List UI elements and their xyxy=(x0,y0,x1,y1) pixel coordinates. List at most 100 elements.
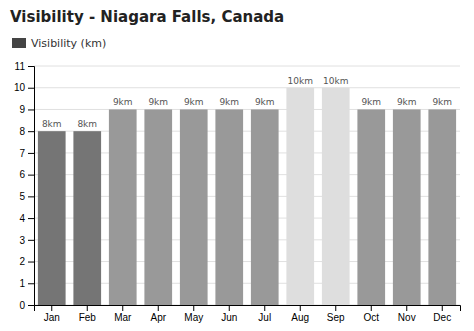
tick-label: Nov xyxy=(398,312,416,323)
legend-item: Visibility (km) xyxy=(12,37,106,50)
bar xyxy=(251,109,279,305)
tick: 8 xyxy=(19,126,34,137)
tick-mark xyxy=(442,305,443,311)
tick-mark xyxy=(28,131,34,132)
tick-label: Jan xyxy=(44,312,60,323)
tick-mark xyxy=(28,262,34,263)
data-label: 9km xyxy=(219,97,239,107)
bar xyxy=(38,131,66,305)
bar xyxy=(357,109,385,305)
tick-label: 10 xyxy=(14,82,26,93)
bars xyxy=(38,88,456,305)
tick-label: 5 xyxy=(19,191,25,202)
tick-mark xyxy=(335,305,336,311)
data-label: 8km xyxy=(77,119,97,129)
bar xyxy=(180,109,208,305)
data-label: 10km xyxy=(288,76,313,86)
tick-mark xyxy=(371,305,372,311)
data-label: 9km xyxy=(361,97,381,107)
tick-mark xyxy=(28,153,34,154)
tick-mark xyxy=(28,66,34,67)
tick-mark xyxy=(28,305,34,306)
data-label: 9km xyxy=(148,97,168,107)
grid-line xyxy=(34,87,460,88)
tick-mark xyxy=(264,305,265,311)
tick-mark xyxy=(28,109,34,110)
tick-mark xyxy=(87,305,88,311)
data-label: 9km xyxy=(432,97,452,107)
tick: 7 xyxy=(19,148,34,159)
tick-label: 6 xyxy=(19,169,25,180)
bar xyxy=(109,109,137,305)
tick: 9 xyxy=(19,104,34,115)
tick-label: 2 xyxy=(19,256,25,267)
tick-label: 11 xyxy=(15,61,26,72)
axis-line xyxy=(28,67,35,306)
tick: Feb xyxy=(79,305,97,323)
tick: 2 xyxy=(19,256,34,267)
tick-label: Oct xyxy=(363,312,379,323)
tick-mark xyxy=(122,305,123,311)
tick-mark xyxy=(51,305,52,311)
tick-mark xyxy=(28,218,34,219)
tick: Sep xyxy=(327,305,345,323)
data-label: 9km xyxy=(397,97,417,107)
title: Visibility - Niagara Falls, Canada xyxy=(10,8,284,26)
tick-label: Sep xyxy=(327,312,345,323)
data-labels: 8km8km9km9km9km9km9km10km10km9km9km9km xyxy=(42,76,452,129)
tick-label: Apr xyxy=(150,312,166,323)
tick-label: 9 xyxy=(19,104,25,115)
tick-label: 7 xyxy=(19,148,25,159)
tick: 10 xyxy=(14,82,34,93)
tick-mark xyxy=(300,305,301,311)
x-axis: Jan Feb Mar Apr May Jun Jul Aug Sep Oct Nov Dec xyxy=(35,305,461,323)
bar xyxy=(286,88,314,305)
tick-mark xyxy=(158,305,159,311)
tick-mark xyxy=(28,175,34,176)
tick: 0 xyxy=(19,300,34,311)
tick: 4 xyxy=(19,213,34,224)
tick: Apr xyxy=(150,305,166,323)
bar xyxy=(428,109,456,305)
tick-label: 3 xyxy=(19,235,25,246)
bar xyxy=(322,88,350,305)
tick: Nov xyxy=(398,305,416,323)
tick: 3 xyxy=(19,235,34,246)
tick-label: 4 xyxy=(19,213,25,224)
tick-label: 8 xyxy=(19,126,25,137)
tick: Jan xyxy=(44,305,60,323)
tick: Jun xyxy=(221,305,237,323)
tick: 1 xyxy=(19,278,34,289)
tick: Jul xyxy=(258,305,271,323)
tick: Dec xyxy=(433,305,451,323)
tick: Aug xyxy=(291,305,309,323)
axis-line xyxy=(35,306,461,312)
tick: Mar xyxy=(114,305,132,323)
bar xyxy=(144,109,172,305)
tick: May xyxy=(184,305,203,323)
tick-label: Feb xyxy=(79,312,97,323)
legend-label: Visibility (km) xyxy=(31,37,106,50)
tick-label: Jul xyxy=(258,312,271,323)
tick: Oct xyxy=(363,305,379,323)
tick: 6 xyxy=(19,169,34,180)
bar xyxy=(393,109,421,305)
tick-label: Aug xyxy=(291,312,309,323)
data-label: 9km xyxy=(113,97,133,107)
tick-label: Mar xyxy=(114,312,132,323)
tick-label: 1 xyxy=(19,278,25,289)
grid-line xyxy=(34,66,460,67)
tick: 11 xyxy=(15,61,34,72)
data-label: 8km xyxy=(42,119,62,129)
legend: Visibility (km) xyxy=(12,37,106,50)
legend-swatch xyxy=(12,38,26,48)
data-label: 10km xyxy=(323,76,348,86)
tick-label: 0 xyxy=(19,300,25,311)
tick-mark xyxy=(229,305,230,311)
y-axis: 0 1 2 3 4 5 6 7 8 9 10 11 xyxy=(14,61,35,311)
tick-label: Dec xyxy=(433,312,451,323)
tick-mark xyxy=(28,196,34,197)
tick-mark xyxy=(28,283,34,284)
tick: 5 xyxy=(19,191,34,202)
grid xyxy=(34,66,460,305)
